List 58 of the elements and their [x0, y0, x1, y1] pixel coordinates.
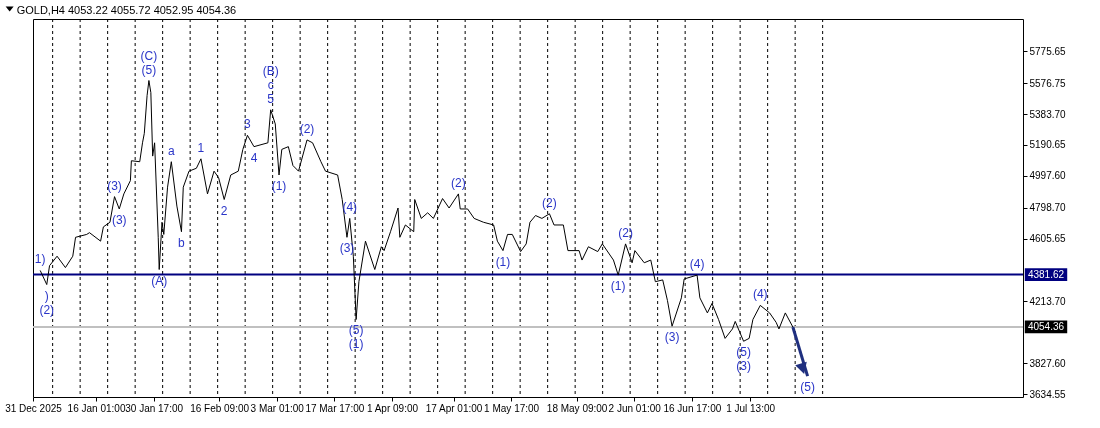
y-tick-label: 5775.65: [1029, 45, 1067, 57]
x-tick-label: 3 Mar 01:00: [250, 402, 305, 414]
annotation: (5): [141, 62, 157, 77]
x-tick-label: 1 Jul 13:00: [726, 402, 776, 414]
y-tick-label: 3634.55: [1029, 388, 1067, 400]
annotation: (3): [736, 359, 751, 374]
annotation: (2): [618, 225, 633, 240]
annotation: 3: [244, 117, 252, 132]
annotation: (4): [752, 287, 768, 302]
x-tick-label: 18 May 09:00: [546, 402, 608, 414]
x-tick-label: 17 Apr 01:00: [425, 402, 483, 414]
x-tick-label: 16 Jan 01:00: [67, 402, 126, 414]
annotation: (2): [299, 121, 315, 136]
annotation: (A): [151, 273, 168, 288]
annotation: (3): [111, 212, 127, 227]
x-tick-label: 17 Mar 17:00: [305, 402, 365, 414]
annotation: (2): [542, 195, 557, 210]
annotation: ): [44, 288, 49, 303]
annotation: 1: [197, 140, 205, 155]
x-tick-label: 16 Jun 17:00: [663, 402, 722, 414]
x-tick-label: 31 Dec 2025: [5, 402, 63, 414]
x-tick-label: 1 May 17:00: [484, 402, 540, 414]
annotation: (2): [39, 302, 55, 317]
annotation: 1): [34, 252, 46, 267]
annotation: 2: [220, 203, 228, 218]
chart-title: GOLD,H4 4053.22 4055.72 4052.95 4054.36: [16, 3, 237, 16]
annotation: (2): [451, 175, 466, 190]
annotation: (C): [140, 48, 158, 63]
y-tick-label: 4213.70: [1029, 295, 1067, 307]
annotation: (5): [736, 345, 751, 360]
annotation: (3): [107, 178, 122, 193]
annotation: b: [178, 235, 186, 250]
y-tick-label: 5576.75: [1029, 77, 1067, 89]
annotation: (5): [800, 380, 815, 395]
annotation: (3): [664, 330, 680, 345]
x-tick-label: 1 Apr 09:00: [366, 402, 419, 414]
x-tick-label: 30 Jan 17:00: [125, 402, 184, 414]
ref-line-label: 4054.36: [1027, 320, 1065, 332]
annotation: (1): [348, 337, 364, 352]
annotation: 4: [250, 150, 258, 165]
x-tick-label: 2 Jun 01:00: [608, 402, 662, 414]
annotation: 5: [267, 91, 275, 106]
annotation: (4): [689, 257, 705, 272]
y-tick-label: 4997.60: [1029, 170, 1067, 182]
y-tick-label: 4605.65: [1029, 233, 1067, 245]
x-tick-label: 16 Feb 09:00: [190, 402, 250, 414]
annotation: a: [167, 143, 175, 158]
annotation: (B): [262, 63, 279, 78]
ref-line-label: 4381.62: [1027, 268, 1065, 280]
y-tick-label: 4798.70: [1029, 202, 1067, 214]
y-tick-label: 3827.60: [1029, 357, 1067, 369]
y-tick-label: 5383.70: [1029, 108, 1067, 120]
y-tick-label: 5190.65: [1029, 139, 1067, 151]
annotation: (1): [271, 179, 287, 194]
annotation: (5): [348, 323, 364, 338]
annotation: (1): [610, 279, 626, 294]
annotation: (1): [495, 254, 511, 269]
annotation: c: [267, 77, 274, 92]
